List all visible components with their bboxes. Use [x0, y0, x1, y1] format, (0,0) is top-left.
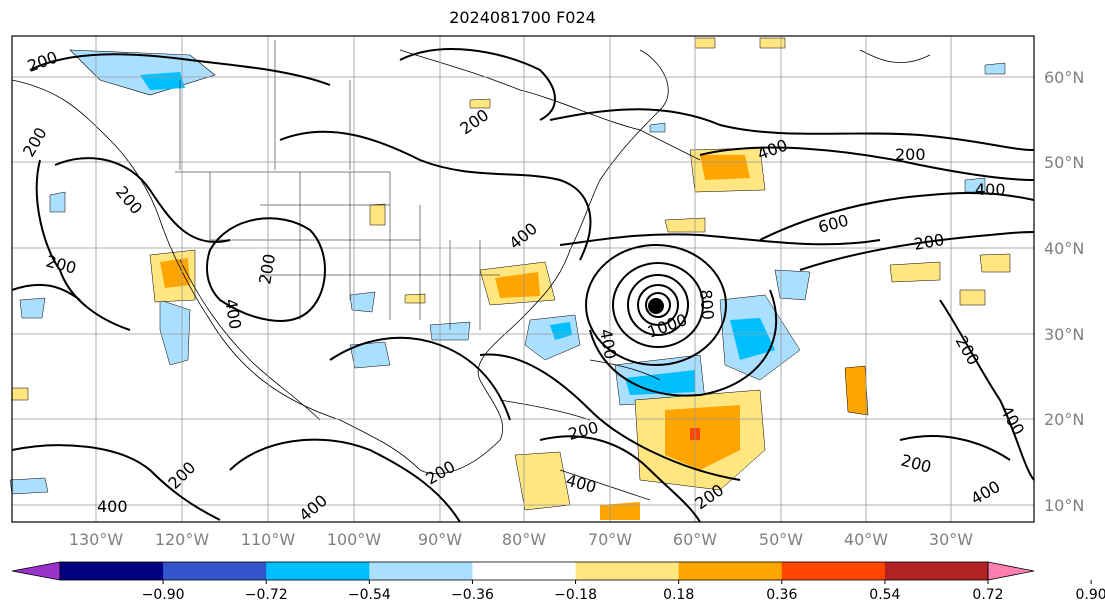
colorbar-segment: [163, 562, 267, 580]
contour-label: 200: [895, 145, 926, 164]
lat-label: 50°N: [1044, 153, 1084, 172]
colorbar-tick-label: 0.36: [766, 587, 797, 603]
lon-label: 50°W: [759, 530, 803, 549]
colorbar-tick-label: −0.54: [348, 587, 391, 603]
colorbar-segment: [884, 562, 989, 580]
colorbar-outline: [59, 561, 989, 581]
contour-label: 400: [97, 497, 128, 516]
colorbar-tick-label: −0.18: [554, 587, 597, 603]
colorbar-segment: [266, 562, 370, 580]
shaded-regions: [9, 37, 1011, 520]
longitude-labels: 130°W 120°W 110°W 100°W 90°W 80°W 70°W 6…: [69, 530, 973, 549]
colorbar-tick-label: −0.72: [245, 587, 288, 603]
colorbar-arrow-high: [987, 561, 1035, 581]
lat-label: 20°N: [1044, 410, 1084, 429]
lat-label: 30°N: [1044, 325, 1084, 344]
colorbar-tick-label: 0.90: [1076, 587, 1105, 603]
lon-label: 110°W: [241, 530, 296, 549]
colorbar-segment: [369, 562, 473, 580]
lon-label: 80°W: [502, 530, 546, 549]
latitude-labels: 60°N 50°N 40°N 30°N 20°N 10°N: [1044, 68, 1084, 515]
lat-label: 40°N: [1044, 239, 1084, 258]
colorbar-segment: [60, 562, 164, 580]
contour-label: 800: [696, 289, 718, 321]
colorbar-tick-label: 0.18: [663, 587, 694, 603]
colorbar: −0.90 −0.72 −0.54 −0.36 −0.18 0.18 0.36 0.54 0.7…: [11, 561, 1105, 603]
lat-label: 10°N: [1044, 496, 1084, 515]
lon-label: 120°W: [155, 530, 210, 549]
colorbar-tick-label: −0.36: [451, 587, 494, 603]
low-center-marker: [648, 298, 664, 314]
lon-label: 90°W: [418, 530, 462, 549]
map-frame: [11, 35, 1035, 523]
lon-label: 40°W: [844, 530, 888, 549]
colorbar-segment: [781, 562, 886, 580]
colorbar-tick-label: −0.90: [142, 587, 185, 603]
map-title: 2024081700 F024: [449, 8, 596, 27]
lon-label: 60°W: [673, 530, 717, 549]
lon-label: 100°W: [327, 530, 382, 549]
lon-label: 70°W: [588, 530, 632, 549]
political-borders: [175, 40, 500, 330]
height-contours: [11, 48, 1035, 523]
colorbar-arrow-low: [11, 561, 61, 581]
colorbar-tick-label: 0.54: [869, 587, 900, 603]
colorbar-segment: [472, 562, 577, 580]
colorbar-tick-label: 0.72: [972, 587, 1003, 603]
colorbar-segment: [678, 562, 783, 580]
lat-label: 60°N: [1044, 68, 1084, 87]
contour-label: 400: [975, 180, 1006, 199]
colorbar-segment: [575, 562, 680, 580]
lon-label: 30°W: [929, 530, 973, 549]
lon-label: 130°W: [69, 530, 124, 549]
coastlines: [11, 49, 931, 501]
